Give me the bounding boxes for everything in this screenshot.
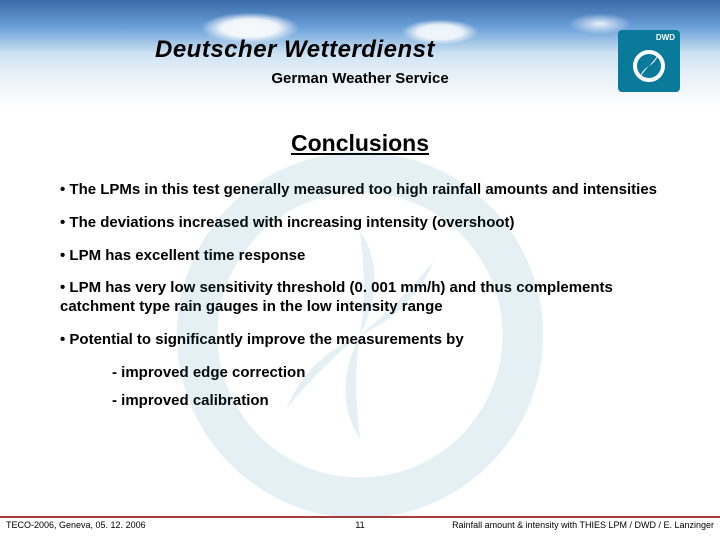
slide-footer: TECO-2006, Geneva, 05. 12. 2006 11 Rainf… [0, 516, 720, 534]
slide-content: • The LPMs in this test generally measur… [0, 157, 720, 411]
dwd-logo: DWD [618, 30, 680, 92]
slide: Deutscher Wetterdienst German Weather Se… [0, 0, 720, 540]
footer-right: Rainfall amount & intensity with THIES L… [452, 520, 714, 530]
footer-page-number: 11 [355, 520, 364, 530]
sub-bullet-item: - improved calibration [112, 392, 660, 411]
slide-header: Deutscher Wetterdienst German Weather Se… [0, 0, 720, 108]
bullet-item: • The deviations increased with increasi… [60, 214, 660, 233]
slide-title: Conclusions [0, 130, 720, 157]
organization-name: Deutscher Wetterdienst [155, 36, 435, 64]
bullet-item: • LPM has very low sensitivity threshold… [60, 279, 660, 317]
bullet-item: • Potential to significantly improve the… [60, 331, 660, 350]
sub-bullet-item: - improved edge correction [112, 364, 660, 383]
footer-left: TECO-2006, Geneva, 05. 12. 2006 [6, 520, 146, 530]
bullet-item: • LPM has excellent time response [60, 247, 660, 266]
logo-swirl-icon [629, 44, 669, 84]
organization-subtitle: German Weather Service [0, 70, 720, 87]
bullet-item: • The LPMs in this test generally measur… [60, 181, 660, 200]
logo-text: DWD [656, 33, 675, 42]
